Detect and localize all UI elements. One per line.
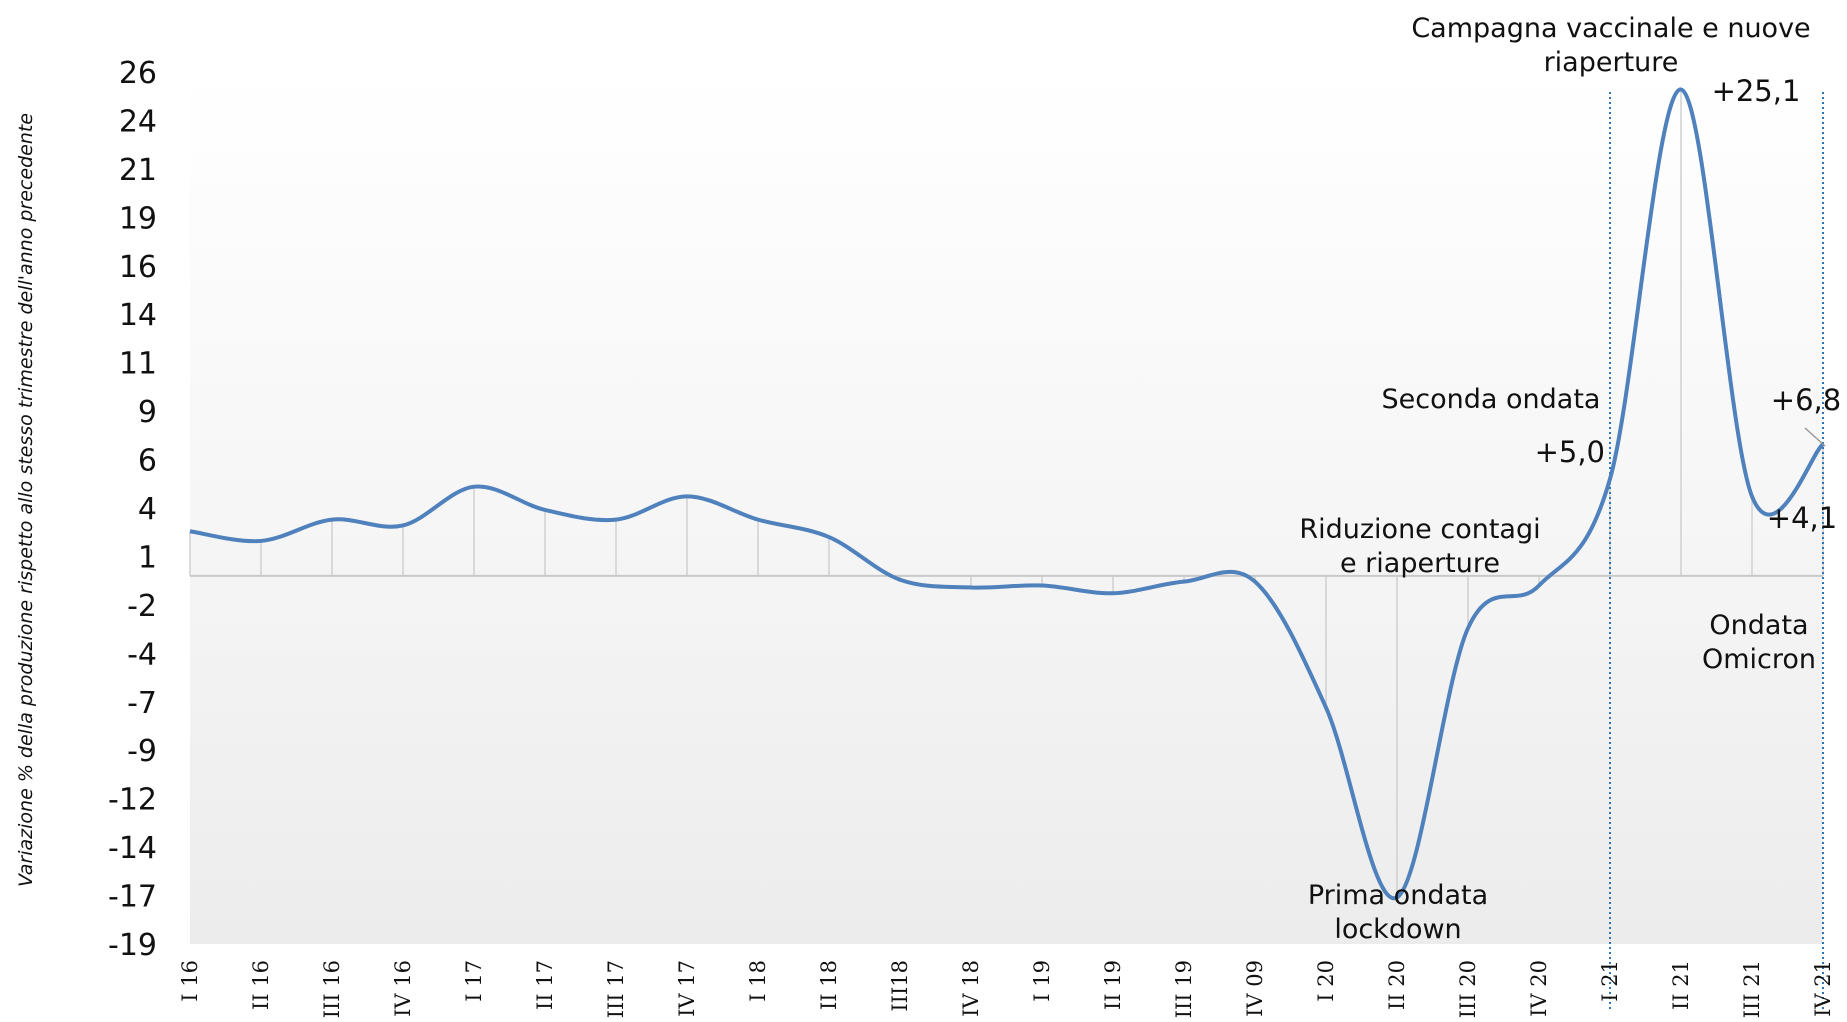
- x-tick-label: III 16: [320, 960, 344, 1018]
- x-tick-label: IV 17: [675, 960, 699, 1017]
- data-label-iii21: +4,1: [1767, 501, 1837, 535]
- x-tick-label: III18: [888, 960, 912, 1012]
- annotation-first-wave-line2: lockdown: [1334, 914, 1461, 945]
- x-tick-label: III 21: [1740, 960, 1764, 1018]
- annotation-first-wave: Prima ondata lockdown: [1308, 880, 1488, 945]
- data-label-leader: [1804, 427, 1826, 447]
- y-tick-label: 11: [119, 347, 157, 382]
- x-tick-label: IV 16: [391, 960, 415, 1017]
- data-label-i21: +5,0: [1535, 435, 1605, 469]
- y-tick-label: 16: [119, 250, 157, 285]
- y-tick-label: 14: [119, 298, 157, 333]
- x-tick-label: I 21: [1598, 960, 1622, 1002]
- y-tick-label: 4: [138, 492, 157, 527]
- y-tick-label: 19: [119, 201, 157, 236]
- annotation-reopening-line2: e riaperture: [1340, 548, 1500, 579]
- x-tick-label: II 17: [533, 960, 557, 1010]
- series-line: [189, 87, 1825, 901]
- x-tick-label: IV 21: [1811, 960, 1835, 1017]
- x-tick-label: IV 18: [959, 960, 983, 1017]
- annotation-vaccination-line2: riaperture: [1544, 47, 1679, 78]
- y-tick-label: -12: [108, 783, 157, 818]
- x-tick-label: IV 09: [1243, 960, 1267, 1017]
- annotation-reopening-line1: Riduzione contagi: [1299, 514, 1540, 545]
- y-axis-ticks: 26 24 21 19 16 14 11 9 6 4 1 -2 -4 -7 -9 -12 -14 -17 -19: [108, 56, 157, 963]
- x-tick-label: III 17: [604, 960, 628, 1018]
- annotation-vaccination-line1: Campagna vaccinale e nuove: [1411, 13, 1810, 44]
- x-tick-label: II 20: [1385, 960, 1409, 1010]
- annotation-second-wave: Seconda ondata: [1382, 384, 1601, 415]
- x-tick-label: IV 20: [1527, 960, 1551, 1017]
- y-tick-label: 26: [119, 56, 157, 91]
- x-tick-label: II 18: [817, 960, 841, 1010]
- y-tick-label: 9: [138, 395, 157, 430]
- x-tick-label: I 17: [462, 960, 486, 1002]
- y-tick-label: -2: [127, 589, 157, 624]
- y-tick-label: -19: [108, 928, 157, 963]
- y-tick-label: -7: [127, 686, 157, 721]
- annotation-omicron: Ondata Omicron: [1702, 610, 1816, 675]
- annotation-second-wave-line1: Seconda ondata: [1382, 384, 1601, 415]
- x-tick-label: III 20: [1456, 960, 1480, 1018]
- y-axis-label: Variazione % della produzione rispetto a…: [15, 113, 37, 887]
- y-tick-label: 24: [119, 104, 157, 139]
- x-tick-label: II 19: [1101, 960, 1125, 1010]
- data-label-iv21: +6,8: [1771, 383, 1841, 417]
- annotation-omicron-line1: Ondata: [1709, 610, 1808, 641]
- x-tick-label: II 16: [249, 960, 273, 1010]
- y-tick-label: -4: [127, 637, 157, 672]
- x-axis-ticks: I 16 II 16 III 16 IV 16 I 17 II 17 III 17 IV 17…: [178, 960, 1835, 1018]
- x-tick-label: I 16: [178, 960, 202, 1002]
- plot-area: [190, 72, 1823, 944]
- y-tick-label: 21: [119, 153, 157, 188]
- annotation-reopening: Riduzione contagi e riaperture: [1299, 514, 1540, 579]
- annotation-vaccination: Campagna vaccinale e nuove riaperture: [1411, 13, 1810, 78]
- x-tick-label: I 20: [1314, 960, 1338, 1002]
- annotation-omicron-line2: Omicron: [1702, 644, 1816, 675]
- x-tick-label: I 18: [746, 960, 770, 1002]
- annotation-first-wave-line1: Prima ondata: [1308, 880, 1488, 911]
- x-tick-label: II 21: [1669, 960, 1693, 1010]
- y-tick-label: 6: [138, 444, 157, 479]
- y-tick-label: -17: [108, 880, 157, 915]
- data-label-ii21: +25,1: [1712, 74, 1801, 108]
- y-tick-label: 1: [138, 540, 157, 575]
- vertical-markers: [1609, 92, 1824, 1010]
- x-tick-label: I 19: [1030, 960, 1054, 1002]
- y-tick-label: -14: [108, 831, 157, 866]
- x-tick-label: III 19: [1172, 960, 1196, 1018]
- grid-lines: [189, 89, 1824, 898]
- y-tick-label: -9: [127, 734, 157, 769]
